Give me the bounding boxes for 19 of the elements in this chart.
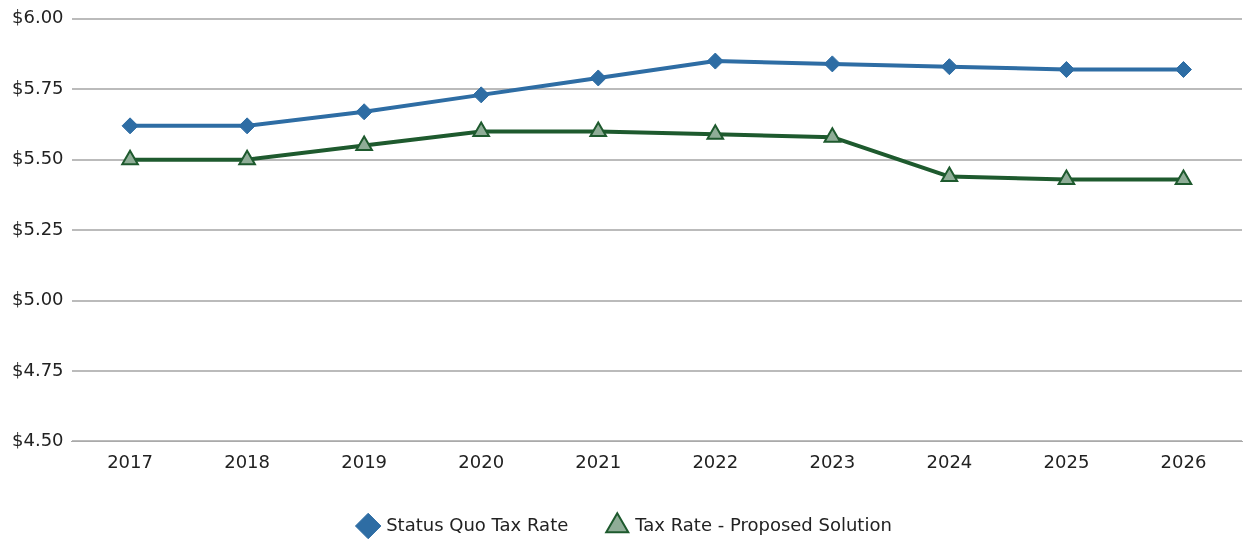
x-tick-label: 2021 (575, 450, 622, 472)
x-tick-label: 2018 (224, 450, 271, 472)
x-tick-label: 2024 (926, 450, 973, 472)
y-tick-label: $5.00 (12, 288, 64, 310)
y-tick-label: $5.50 (12, 147, 64, 169)
x-tick-label: 2020 (458, 450, 505, 472)
x-tick-label: 2017 (107, 450, 153, 472)
x-tick-label: 2026 (1160, 450, 1207, 472)
x-tick-label: 2022 (692, 450, 739, 472)
y-tick-label: $5.75 (12, 76, 64, 98)
x-tick-label: 2023 (809, 450, 856, 472)
y-tick-label: $6.00 (12, 6, 64, 28)
legend-label: Tax Rate - Proposed Solution (634, 513, 892, 535)
y-tick-label: $5.25 (12, 217, 64, 239)
y-tick-label: $4.75 (12, 358, 64, 380)
x-tick-label: 2025 (1043, 450, 1090, 472)
legend-label: Status Quo Tax Rate (386, 513, 569, 535)
x-tick-label: 2019 (341, 450, 388, 472)
y-tick-label: $4.50 (12, 429, 64, 451)
